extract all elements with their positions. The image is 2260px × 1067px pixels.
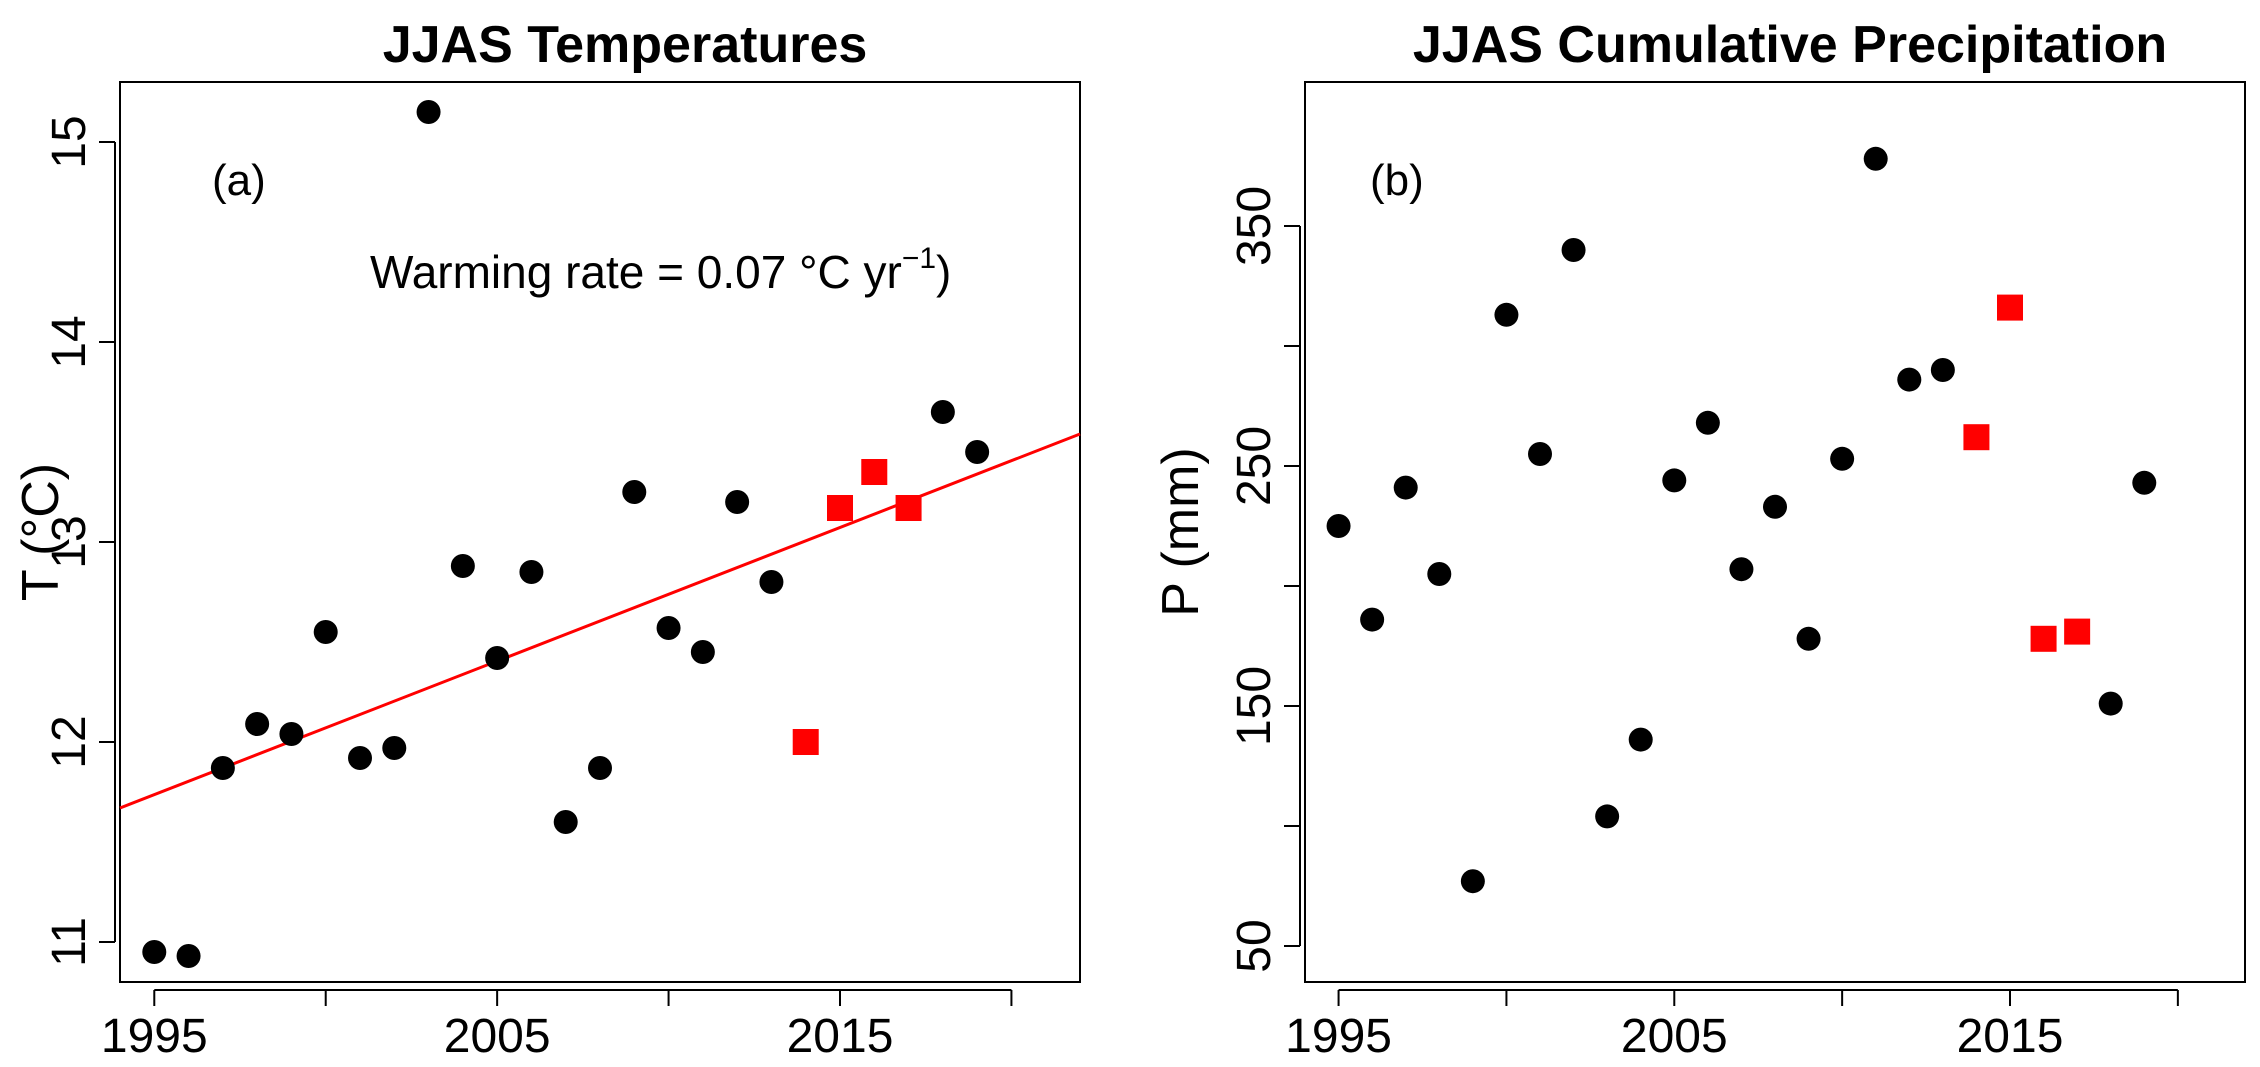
y-axis-temperature: 11 12 13 14 15 bbox=[43, 115, 116, 967]
data-point-circle bbox=[1460, 869, 1485, 894]
y-tick-label: 150 bbox=[1228, 666, 1281, 746]
data-point-circle bbox=[1662, 468, 1687, 493]
temperature-points bbox=[119, 100, 1081, 968]
y-axis-label-precipitation: P (mm) bbox=[1152, 447, 1210, 616]
y-tick-label: 350 bbox=[1228, 186, 1281, 266]
data-point-circle bbox=[519, 560, 544, 584]
data-point-square bbox=[792, 729, 819, 755]
data-point-circle bbox=[1494, 302, 1519, 327]
data-point-circle bbox=[1763, 494, 1787, 519]
x-axis-precipitation: 1995 2005 2015 bbox=[1285, 989, 2179, 1063]
data-point-circle bbox=[1729, 557, 1754, 582]
data-point-circle bbox=[1695, 410, 1720, 435]
data-point-circle bbox=[416, 100, 441, 124]
chart-title-precipitation: JJAS Cumulative Precipitation bbox=[1413, 16, 2167, 74]
trend-line bbox=[119, 432, 1081, 810]
x-tick-label: 1995 bbox=[1285, 1010, 1392, 1063]
temperature-chart: JJAS Temperatures (a) Warming rate = 0.0… bbox=[12, 16, 1081, 1063]
data-point-circle bbox=[210, 756, 235, 780]
data-point-circle bbox=[1561, 238, 1586, 262]
data-point-circle bbox=[348, 746, 372, 770]
data-point-circle bbox=[725, 490, 750, 514]
data-point-circle bbox=[1595, 804, 1620, 829]
data-point-circle bbox=[382, 736, 407, 760]
data-point-square bbox=[861, 459, 888, 485]
panel-label-a: (a) bbox=[212, 156, 266, 205]
data-point-circle bbox=[485, 646, 510, 670]
data-point-circle bbox=[656, 616, 681, 640]
data-point-circle bbox=[176, 944, 201, 968]
data-point-circle bbox=[1393, 475, 1418, 500]
data-point-circle bbox=[1326, 514, 1351, 538]
data-point-circle bbox=[622, 480, 647, 504]
chart-title-temperature: JJAS Temperatures bbox=[383, 16, 868, 74]
plot-frame-precipitation bbox=[1304, 81, 2246, 983]
data-point-circle bbox=[1796, 626, 1821, 651]
y-tick-label: 13 bbox=[43, 515, 96, 568]
data-point-circle bbox=[2098, 691, 2123, 716]
precipitation-chart: JJAS Cumulative Precipitation (b) P (mm)… bbox=[1152, 16, 2246, 1063]
warming-rate-annotation: Warming rate = 0.07 °C yr−1) bbox=[370, 242, 951, 298]
data-point-circle bbox=[588, 756, 612, 780]
x-tick-label: 2005 bbox=[444, 1010, 551, 1063]
y-tick-label: 12 bbox=[43, 715, 96, 768]
y-tick-label: 11 bbox=[43, 917, 96, 967]
precipitation-points bbox=[1326, 146, 2157, 894]
data-point-circle bbox=[1863, 146, 1888, 171]
y-tick-label: 250 bbox=[1228, 426, 1281, 506]
data-point-circle bbox=[1930, 358, 1955, 382]
data-point-circle bbox=[1897, 367, 1922, 392]
data-point-circle bbox=[450, 554, 475, 578]
data-point-circle bbox=[2132, 470, 2157, 495]
data-point-circle bbox=[313, 620, 338, 644]
x-tick-label: 2015 bbox=[787, 1010, 894, 1063]
data-point-circle bbox=[245, 712, 270, 736]
data-point-circle bbox=[553, 810, 578, 834]
y-tick-label: 14 bbox=[43, 315, 96, 368]
data-point-square bbox=[827, 495, 853, 521]
data-point-square bbox=[2030, 625, 2057, 652]
data-point-circle bbox=[1528, 442, 1552, 466]
data-point-circle bbox=[279, 722, 304, 746]
x-tick-label: 2015 bbox=[1957, 1010, 2064, 1063]
data-point-square bbox=[1997, 294, 2023, 321]
x-axis-temperature: 1995 2005 2015 bbox=[101, 989, 1013, 1063]
data-point-circle bbox=[1628, 727, 1653, 752]
y-tick-label: 50 bbox=[1228, 919, 1281, 972]
y-axis-precipitation: 50 150 250 350 bbox=[1228, 186, 1301, 973]
data-point-square bbox=[1963, 424, 1990, 451]
plot-frame-temperature bbox=[119, 81, 1081, 983]
data-point-circle bbox=[690, 640, 715, 664]
x-tick-label: 1995 bbox=[101, 1010, 208, 1063]
y-tick-label: 15 bbox=[43, 115, 96, 168]
y-axis-label-temperature: T (°C) bbox=[12, 463, 70, 601]
data-point-circle bbox=[142, 940, 167, 964]
x-tick-label: 2005 bbox=[1621, 1010, 1728, 1063]
panel-label-b: (b) bbox=[1370, 156, 1424, 205]
data-point-circle bbox=[930, 400, 955, 424]
data-point-circle bbox=[759, 570, 784, 594]
data-point-circle bbox=[1360, 607, 1385, 632]
data-point-circle bbox=[1830, 446, 1855, 471]
data-point-circle bbox=[1427, 562, 1452, 586]
data-point-circle bbox=[965, 440, 990, 464]
data-point-square bbox=[895, 495, 922, 521]
data-point-square bbox=[2064, 618, 2091, 645]
